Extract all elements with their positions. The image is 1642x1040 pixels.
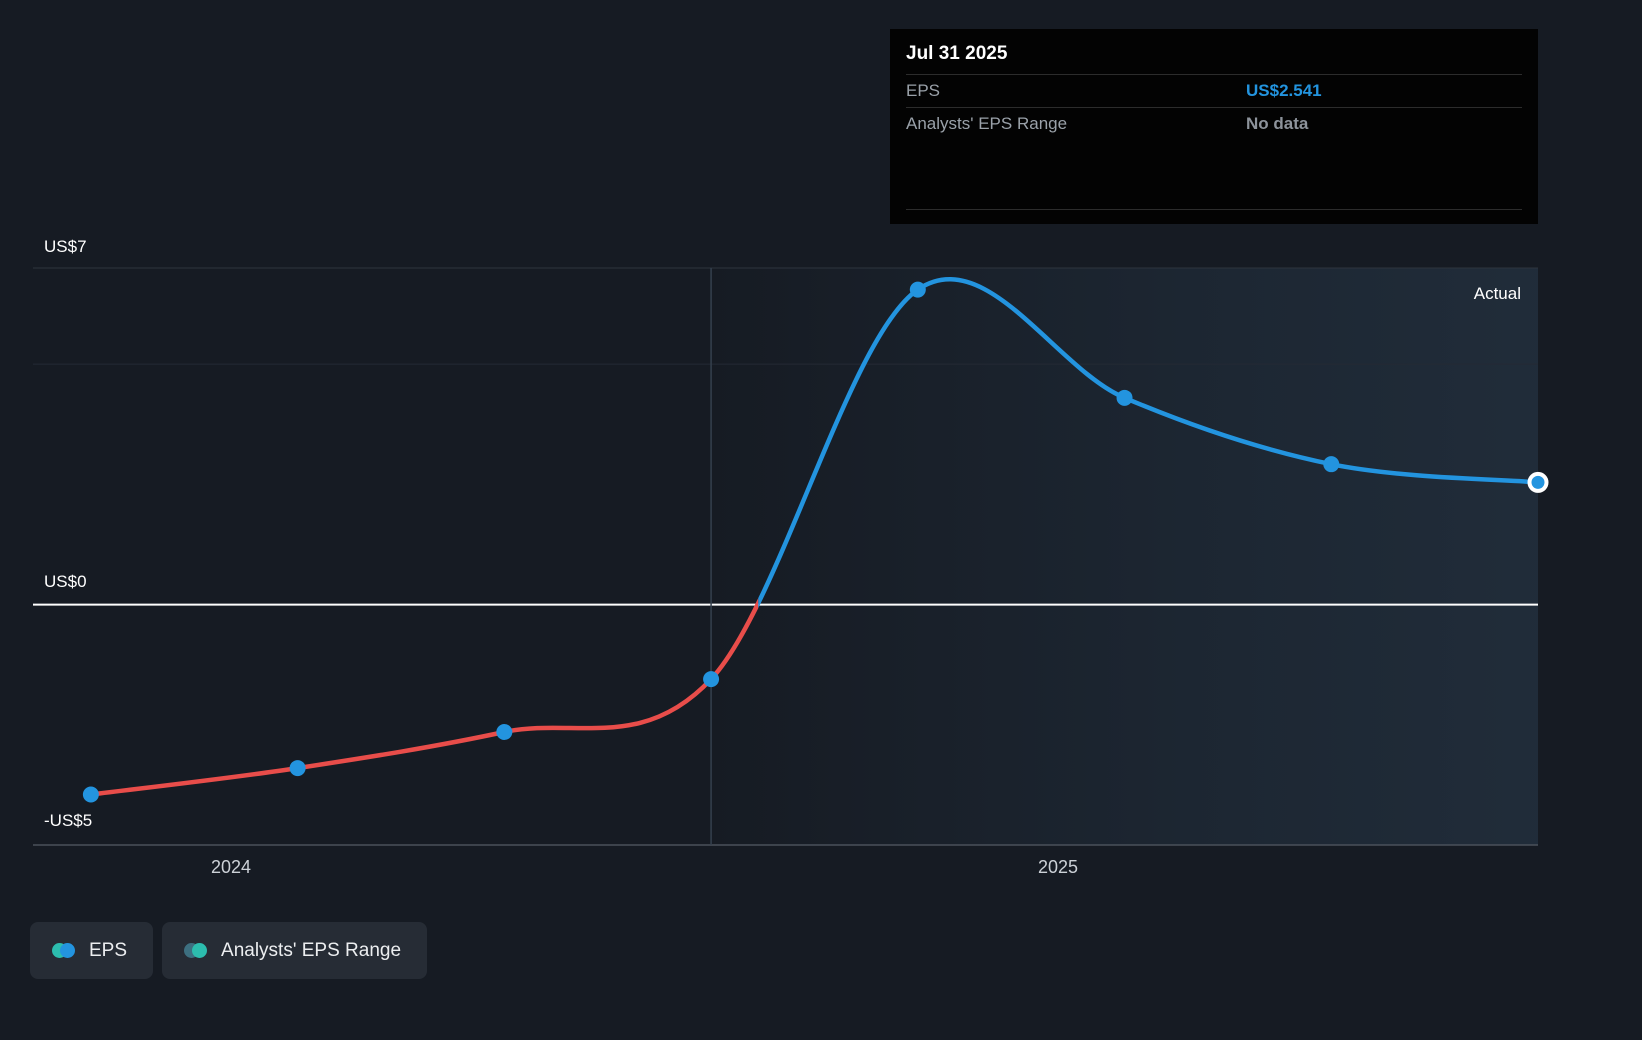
tooltip-range-value: No data xyxy=(1246,114,1309,133)
actual-region-label: Actual xyxy=(1473,284,1521,303)
legend-range-label: Analysts' EPS Range xyxy=(221,939,402,961)
teal-dot-icon xyxy=(192,943,208,958)
y-axis-label-top: US$7 xyxy=(44,237,87,256)
data-point-dot xyxy=(703,671,720,688)
tooltip-range-label: Analysts' EPS Range xyxy=(906,114,1068,133)
blue-dot-icon xyxy=(60,943,75,958)
data-point-dot xyxy=(909,281,926,298)
chart-legend: EPS Analysts' EPS Range xyxy=(30,922,428,979)
data-point-dot xyxy=(496,724,513,741)
tooltip-date: Jul 31 2025 xyxy=(906,43,1008,64)
eps-line-negative-segment xyxy=(88,597,759,797)
data-point-dot xyxy=(1116,389,1133,406)
tooltip-row-eps: EPS US$2.541 xyxy=(906,74,1522,107)
tooltip-eps-label: EPS xyxy=(906,81,941,100)
tooltip-divider xyxy=(906,209,1522,210)
legend-item-eps[interactable]: EPS xyxy=(30,922,154,979)
x-axis-label-2024: 2024 xyxy=(210,857,252,877)
range-series-icon xyxy=(184,943,208,958)
legend-eps-label: EPS xyxy=(89,939,128,961)
y-axis-label-bottom: -US$5 xyxy=(44,811,93,830)
chart-tooltip: Jul 31 2025 EPS US$2.541 Analysts' EPS R… xyxy=(890,29,1538,224)
data-point-dot xyxy=(289,760,306,777)
y-axis-label-zero: US$0 xyxy=(44,572,87,591)
legend-item-analysts-eps-range[interactable]: Analysts' EPS Range xyxy=(162,922,428,979)
data-point-dot xyxy=(1323,456,1340,473)
actual-region-background xyxy=(711,268,1538,845)
tooltip-row-range: Analysts' EPS Range No data xyxy=(906,107,1522,140)
data-point-dot xyxy=(82,786,99,803)
eps-line-actual-segment xyxy=(758,277,1541,609)
x-axis-label-2025: 2025 xyxy=(1037,857,1079,877)
data-point-dot-current xyxy=(1527,471,1549,493)
tooltip-eps-value: US$2.541 xyxy=(1246,81,1322,100)
eps-series-icon xyxy=(52,943,75,958)
